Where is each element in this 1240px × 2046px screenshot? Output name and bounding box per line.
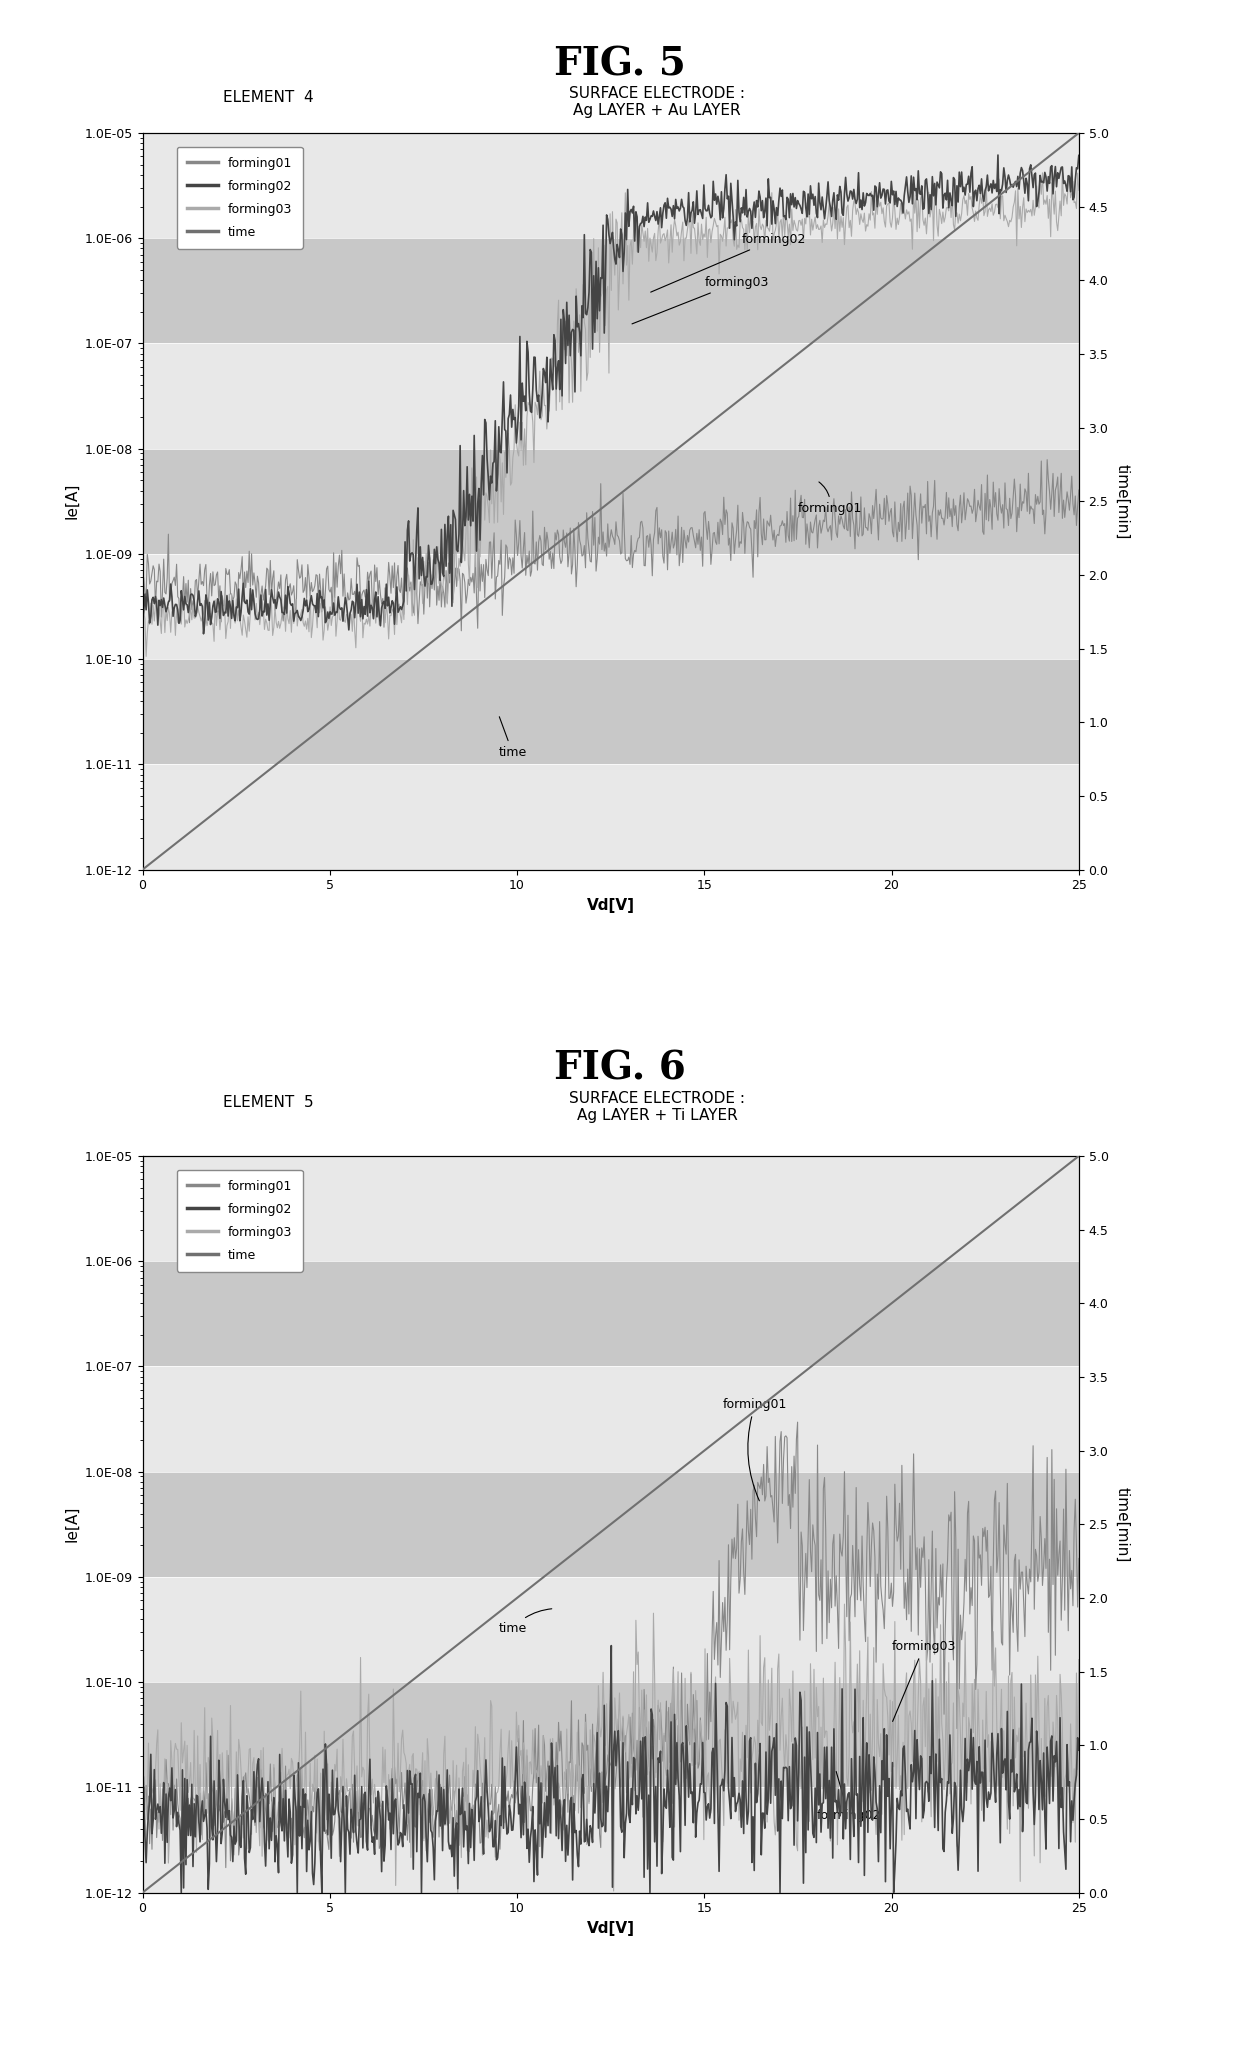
X-axis label: Vd[V]: Vd[V] [587, 1921, 635, 1936]
Text: forming02: forming02 [817, 1772, 882, 1823]
Text: forming02: forming02 [651, 233, 806, 293]
Bar [143, 1156, 1079, 1260]
Bar [143, 1577, 1079, 1682]
Bar [143, 1682, 1079, 1788]
Bar [143, 554, 1079, 659]
Y-axis label: time[min]: time[min] [1115, 1487, 1130, 1561]
Bar [143, 344, 1079, 448]
Y-axis label: time[min]: time[min] [1115, 464, 1130, 538]
Bar [143, 659, 1079, 765]
Legend: forming01, forming02, forming03, time: forming01, forming02, forming03, time [177, 147, 303, 250]
Bar [143, 237, 1079, 344]
Bar [143, 1367, 1079, 1471]
Y-axis label: Ie[A]: Ie[A] [64, 483, 79, 520]
Text: ELEMENT  4: ELEMENT 4 [223, 90, 314, 104]
Bar [143, 1788, 1079, 1893]
Text: SURFACE ELECTRODE :
Ag LAYER + Ti LAYER: SURFACE ELECTRODE : Ag LAYER + Ti LAYER [569, 1091, 745, 1123]
Text: forming03: forming03 [892, 1641, 956, 1721]
Text: time: time [498, 716, 527, 759]
Text: forming03: forming03 [632, 276, 769, 323]
Bar [143, 765, 1079, 870]
Bar [143, 448, 1079, 554]
Text: FIG. 6: FIG. 6 [554, 1050, 686, 1088]
Text: SURFACE ELECTRODE :
Ag LAYER + Au LAYER: SURFACE ELECTRODE : Ag LAYER + Au LAYER [569, 86, 745, 119]
X-axis label: Vd[V]: Vd[V] [587, 898, 635, 913]
Y-axis label: Ie[A]: Ie[A] [64, 1506, 79, 1543]
Text: FIG. 5: FIG. 5 [554, 45, 686, 84]
Bar [143, 133, 1079, 237]
Bar [143, 1260, 1079, 1367]
Text: forming01: forming01 [723, 1397, 787, 1502]
Bar [143, 1471, 1079, 1577]
Text: ELEMENT  5: ELEMENT 5 [223, 1095, 314, 1109]
Legend: forming01, forming02, forming03, time: forming01, forming02, forming03, time [177, 1170, 303, 1273]
Text: time: time [498, 1608, 552, 1635]
Text: forming01: forming01 [799, 483, 862, 516]
